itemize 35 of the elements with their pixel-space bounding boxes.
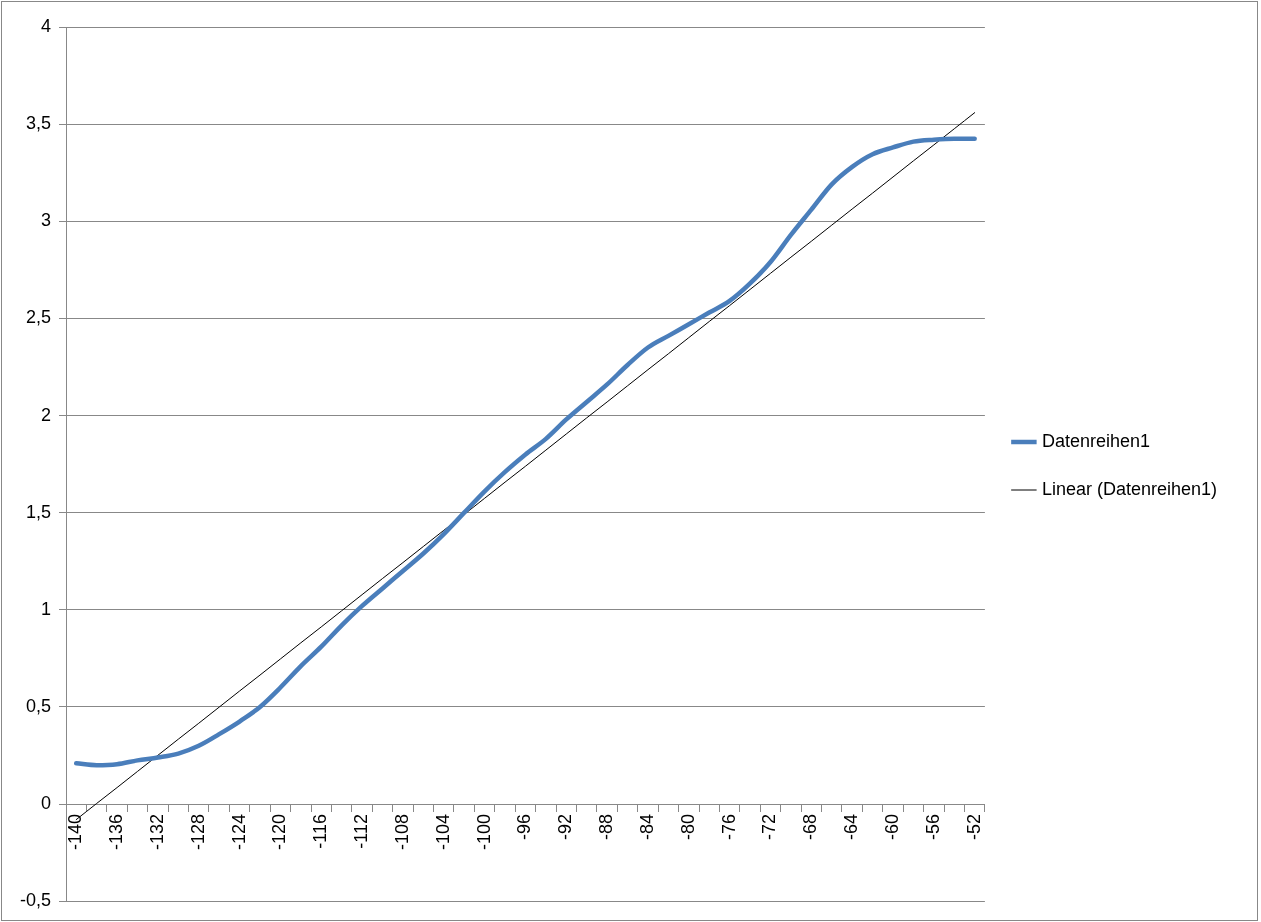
x-tick-label: -88: [596, 814, 617, 841]
x-tick-label: -92: [555, 814, 576, 841]
x-tick-label: -84: [636, 814, 657, 841]
y-tick-label: 4: [41, 15, 52, 36]
x-tick-label: -96: [514, 814, 535, 841]
x-tick-label: -116: [310, 814, 331, 849]
y-tick-label: 0: [41, 793, 52, 814]
y-tick-label: 1: [41, 598, 52, 619]
x-tick-label: -124: [228, 814, 249, 851]
x-tick-label: -60: [881, 814, 902, 841]
y-tick-label: 3: [41, 210, 52, 231]
x-tick-label: -76: [718, 814, 739, 841]
legend-label: Linear (Datenreihen1): [1041, 478, 1217, 499]
x-tick-label: -52: [963, 814, 984, 841]
x-tick-label: -108: [391, 814, 412, 851]
x-tick-label: -140: [65, 814, 86, 851]
x-tick-label: -128: [187, 814, 208, 851]
x-tick-label: -100: [473, 814, 494, 851]
x-tick-label: -120: [269, 814, 290, 851]
y-tick-label: 2: [41, 404, 52, 425]
x-tick-label: -132: [146, 814, 167, 851]
y-tick-label: -0,5: [19, 890, 52, 911]
x-tick-label: -80: [677, 814, 698, 841]
x-tick-label: -56: [922, 814, 943, 841]
legend-label: Datenreihen1: [1041, 430, 1150, 451]
x-tick-label: -104: [432, 814, 453, 851]
x-tick-label: -64: [841, 814, 862, 841]
y-tick-label: 3,5: [25, 113, 52, 134]
x-tick-label: -112: [351, 814, 372, 849]
y-tick-label: 2,5: [25, 307, 52, 328]
x-tick-label: -72: [759, 814, 780, 841]
y-tick-label: 0,5: [25, 695, 52, 716]
y-tick-label: 1,5: [25, 501, 52, 522]
x-tick-label: -68: [800, 814, 821, 841]
x-tick-label: -136: [106, 814, 127, 851]
